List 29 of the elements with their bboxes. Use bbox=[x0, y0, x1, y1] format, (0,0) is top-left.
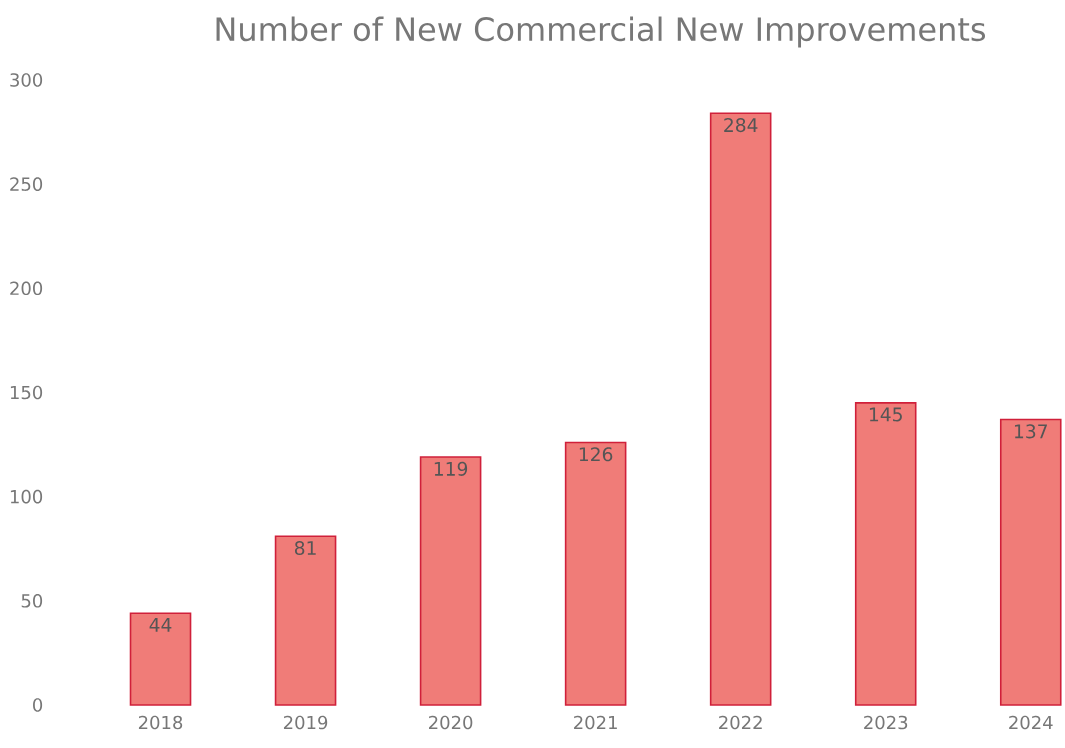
y-tick-label: 150 bbox=[10, 385, 43, 400]
data-label: 81 bbox=[294, 540, 316, 556]
y-tick-label: 300 bbox=[10, 73, 43, 87]
data-label: 284 bbox=[724, 118, 758, 133]
y-tick-label: 50 bbox=[21, 594, 43, 608]
data-label: 119 bbox=[434, 461, 468, 476]
bar bbox=[564, 441, 627, 706]
x-tick-label: 2019 bbox=[283, 715, 328, 730]
chart-title: Number of New Commercial New Improvements bbox=[216, 16, 986, 48]
x-tick-label: 2018 bbox=[138, 715, 183, 730]
bar bbox=[999, 418, 1062, 706]
bar bbox=[419, 456, 482, 706]
bar bbox=[129, 612, 192, 706]
y-tick-label: 250 bbox=[10, 177, 43, 191]
x-tick-label: 2021 bbox=[574, 715, 617, 730]
y-tick-label: 100 bbox=[10, 489, 43, 504]
data-label: 126 bbox=[579, 447, 613, 462]
bar bbox=[274, 535, 337, 706]
bar bbox=[709, 112, 772, 706]
y-tick-label: 200 bbox=[10, 281, 43, 296]
x-tick-label: 2022 bbox=[719, 715, 762, 730]
data-label: 145 bbox=[869, 407, 902, 422]
bar bbox=[854, 402, 917, 706]
y-tick-label: 0 bbox=[33, 698, 43, 712]
x-tick-label: 2024 bbox=[1009, 715, 1053, 730]
x-tick-label: 2023 bbox=[864, 715, 908, 730]
x-tick-label: 2020 bbox=[429, 715, 473, 730]
data-label: 44 bbox=[149, 618, 172, 632]
data-label: 137 bbox=[1014, 424, 1047, 439]
